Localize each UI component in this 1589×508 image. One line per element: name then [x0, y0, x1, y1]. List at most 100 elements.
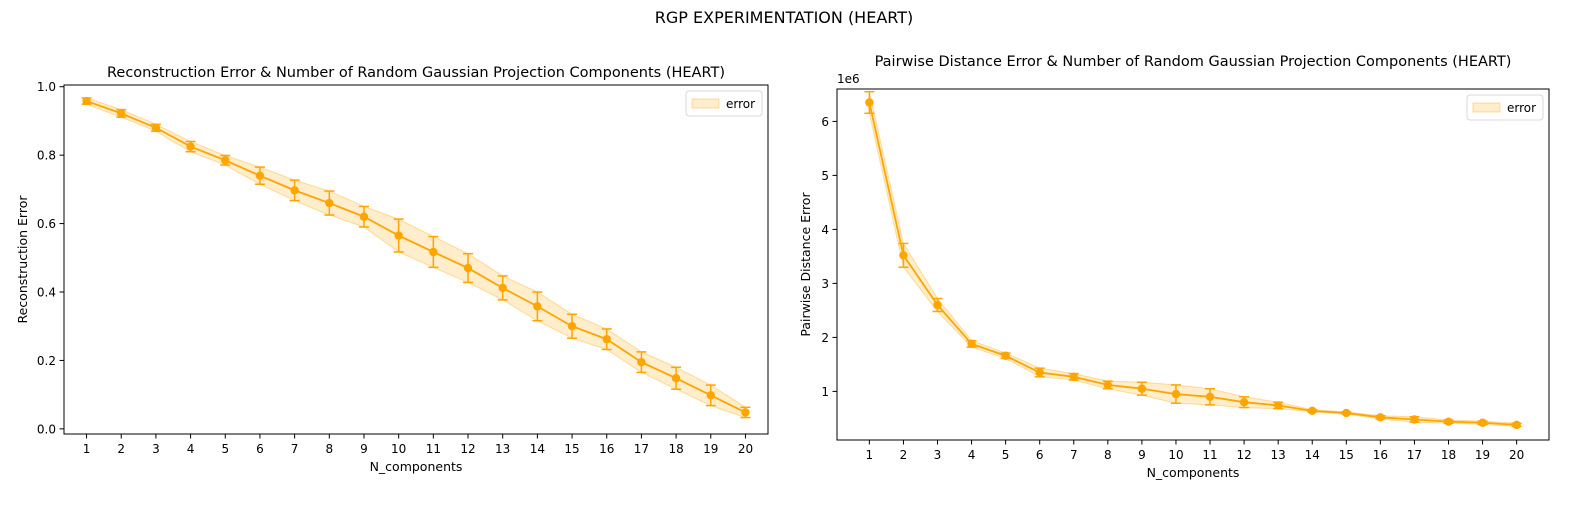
x-tick-label: 18: [668, 442, 683, 456]
y-tick-label: 0.4: [37, 286, 56, 300]
data-point: [865, 98, 874, 107]
data-point: [637, 357, 646, 367]
data-point: [151, 123, 161, 132]
data-point: [1035, 368, 1044, 377]
x-tick-label: 9: [1138, 448, 1146, 462]
chart-title: Reconstruction Error & Number of Random …: [107, 65, 725, 81]
legend-box: [685, 90, 763, 117]
data-point: [1103, 380, 1113, 390]
x-tick-label: 10: [1168, 448, 1183, 462]
x-tick-label: 8: [1104, 448, 1112, 462]
data-point: [1001, 351, 1010, 360]
y-tick-label: 0.2: [37, 354, 56, 368]
x-tick-label: 4: [187, 442, 195, 456]
axes-frame: [63, 84, 769, 435]
data-point: [359, 212, 369, 221]
y-tick-label: 6: [821, 115, 829, 129]
data-point: [1376, 413, 1385, 422]
data-point: [741, 408, 750, 417]
reconstruction-error-chart: Reconstruction Error & Number of Random …: [15, 65, 769, 474]
y-tick-label: 0.0: [37, 422, 56, 436]
y-tick-label: 3: [821, 277, 829, 291]
x-tick-label: 14: [530, 442, 545, 456]
data-point: [1171, 389, 1181, 399]
legend-label: error: [726, 97, 755, 111]
data-point: [567, 322, 577, 331]
y-tick-label: 0.6: [37, 217, 56, 231]
x-tick-label: 17: [634, 442, 649, 456]
x-tick-label: 11: [1202, 448, 1217, 462]
data-point: [325, 198, 334, 208]
x-tick-label: 20: [738, 442, 753, 456]
x-tick-label: 13: [1271, 448, 1286, 462]
x-tick-label: 7: [1070, 448, 1078, 462]
y-axis-offset-label: 1e6: [837, 72, 860, 86]
data-point: [1273, 401, 1283, 410]
data-point: [933, 300, 942, 310]
x-tick-label: 7: [291, 442, 299, 456]
data-point: [498, 283, 507, 293]
x-tick-label: 5: [1002, 448, 1010, 462]
x-tick-label: 3: [152, 442, 160, 456]
x-tick-label: 2: [900, 448, 908, 462]
x-tick-label: 15: [1339, 448, 1354, 462]
x-tick-label: 12: [460, 442, 475, 456]
data-point: [221, 156, 230, 165]
y-tick-label: 2: [821, 331, 829, 345]
data-point: [394, 231, 403, 240]
data-point: [186, 142, 195, 151]
error-band: [86, 97, 746, 419]
y-axis-label: Reconstruction Error: [15, 195, 30, 324]
legend-swatch: [691, 98, 720, 109]
y-tick-label: 0.8: [37, 149, 56, 163]
series-line: [868, 102, 1517, 426]
y-tick-label: 1: [821, 385, 829, 399]
x-tick-label: 11: [426, 442, 441, 456]
x-tick-label: 5: [221, 442, 229, 456]
data-point: [533, 302, 542, 311]
x-tick-label: 19: [703, 442, 718, 456]
data-point: [671, 374, 681, 383]
x-tick-label: 16: [1373, 448, 1388, 462]
x-tick-label: 4: [968, 448, 976, 462]
x-tick-label: 14: [1305, 448, 1320, 462]
data-point: [706, 391, 715, 400]
data-point: [1205, 392, 1215, 401]
error-band: [868, 91, 1518, 428]
data-point: [255, 171, 265, 180]
data-point: [1512, 420, 1521, 430]
legend-swatch: [1472, 102, 1501, 113]
legend-label: error: [1507, 101, 1536, 115]
data-point: [82, 96, 91, 106]
legend-box: [1466, 94, 1544, 121]
y-tick-label: 4: [821, 223, 829, 237]
x-tick-label: 8: [325, 442, 333, 456]
x-tick-label: 6: [256, 442, 264, 456]
x-axis-label: N_components: [1147, 465, 1240, 480]
x-tick-label: 1: [83, 442, 91, 456]
x-tick-label: 19: [1475, 448, 1490, 462]
x-tick-label: 1: [866, 448, 874, 462]
data-point: [967, 339, 976, 349]
data-point: [463, 263, 473, 273]
data-point: [1069, 372, 1078, 382]
data-point: [1137, 384, 1147, 393]
data-point: [429, 247, 438, 257]
y-tick-label: 5: [821, 169, 829, 183]
y-axis-label: Pairwise Distance Error: [798, 192, 813, 337]
data-point: [1478, 418, 1487, 427]
data-point: [899, 251, 908, 260]
data-point: [1308, 406, 1317, 416]
y-tick-label: 1.0: [37, 80, 56, 94]
x-tick-label: 6: [1036, 448, 1044, 462]
series-line: [86, 100, 746, 414]
x-tick-label: 15: [564, 442, 579, 456]
data-point: [1410, 415, 1419, 424]
x-tick-label: 20: [1509, 448, 1524, 462]
x-axis-label: N_components: [370, 459, 463, 474]
x-tick-label: 12: [1236, 448, 1251, 462]
data-point: [1444, 417, 1453, 426]
data-point: [1342, 408, 1351, 418]
x-tick-label: 3: [934, 448, 942, 462]
